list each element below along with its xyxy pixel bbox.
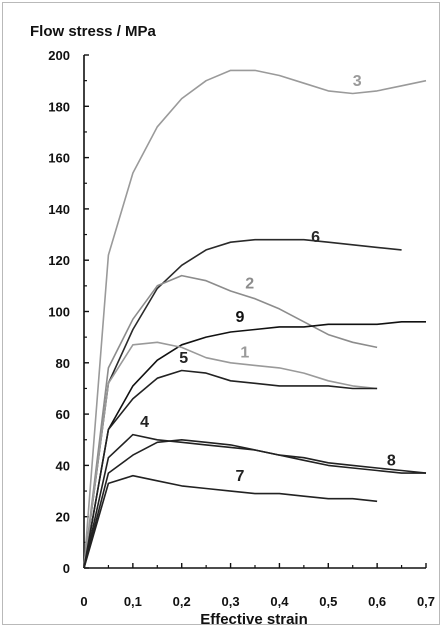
y-tick-label: 80	[56, 356, 70, 371]
curve-label-3: 3	[353, 73, 362, 90]
curve-7	[83, 474, 378, 569]
y-tick-label: 120	[48, 253, 70, 268]
y-tick-label: 40	[56, 458, 70, 473]
y-tick-label: 0	[63, 561, 70, 576]
curve-label-5: 5	[179, 350, 188, 367]
y-tick-label: 160	[48, 151, 70, 166]
curve-3	[83, 69, 427, 569]
y-tick-label: 100	[48, 305, 70, 320]
curve-label-9: 9	[235, 309, 244, 326]
curve-label-8: 8	[387, 452, 396, 469]
curve-label-7: 7	[235, 468, 244, 485]
x-tick-label: 0,6	[368, 594, 386, 609]
curve-1	[83, 341, 378, 569]
x-tick-label: 0,1	[124, 594, 142, 609]
x-axis-title: Effective strain	[200, 611, 308, 628]
axes: 0 20 40 60 80 100 120 140 160 180 200 0 0,1 0,2 0,3 0,4…	[48, 48, 435, 609]
x-tick-label: 0	[80, 594, 87, 609]
curve-6	[83, 238, 402, 569]
y-tick-label: 60	[56, 407, 70, 422]
curve-label-2: 2	[245, 275, 254, 292]
curve-label-4: 4	[140, 414, 149, 431]
x-tick-label: 0,2	[173, 594, 191, 609]
x-tick-label: 0,5	[319, 594, 337, 609]
y-tick-label: 200	[48, 48, 70, 63]
x-tick-label: 0,4	[270, 594, 289, 609]
curve-9	[83, 321, 426, 569]
curve-label-1: 1	[240, 345, 249, 362]
curve-label-6: 6	[311, 229, 320, 246]
y-tick-label: 180	[48, 99, 70, 114]
x-tick-label: 0,7	[417, 594, 435, 609]
x-tick-label: 0,3	[222, 594, 240, 609]
y-tick-label: 20	[56, 510, 70, 525]
y-axis-title: Flow stress / MPa	[30, 23, 157, 40]
curve-5	[83, 369, 378, 569]
y-tick-label: 140	[48, 202, 70, 217]
chart-frame	[2, 2, 440, 625]
curves	[83, 69, 427, 569]
curve-labels: 3 6 29 1 5 4 8 7	[140, 73, 396, 485]
curve-8	[83, 439, 427, 569]
curve-2	[83, 274, 378, 569]
